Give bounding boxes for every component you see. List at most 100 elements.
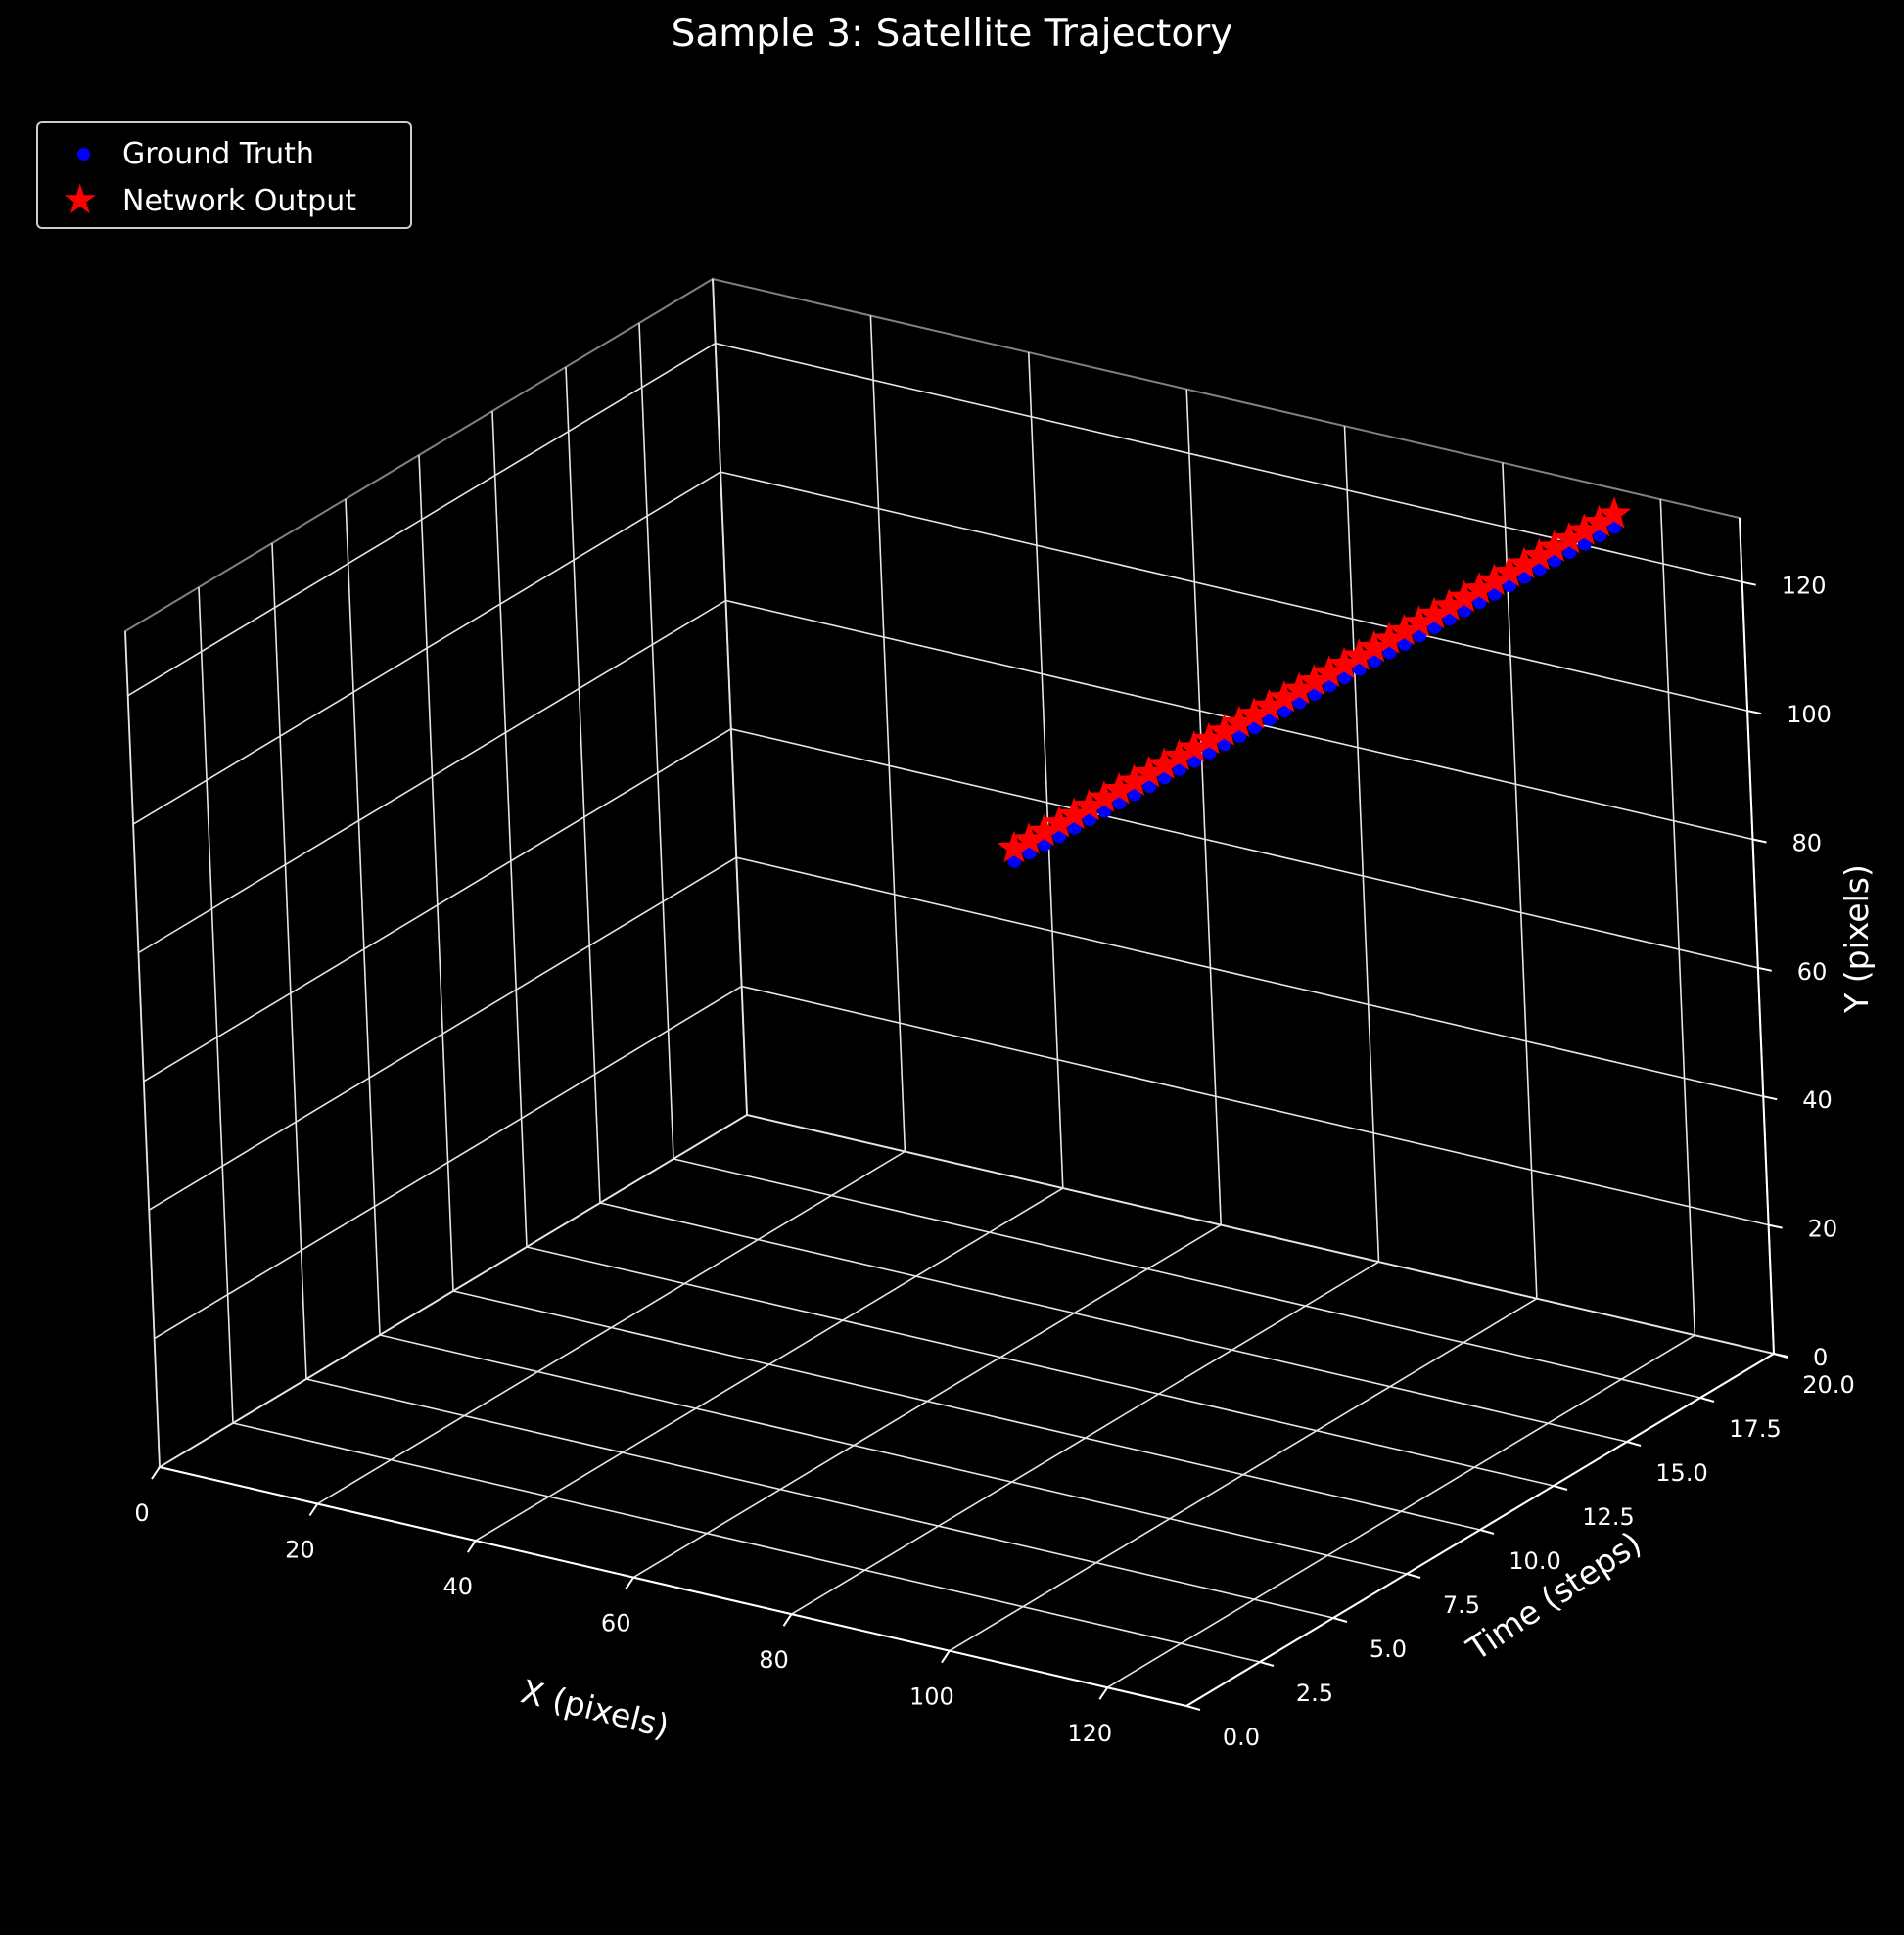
network-output-point — [1057, 797, 1091, 830]
x-tick-mark — [1098, 1686, 1109, 1700]
network-output-point — [1537, 530, 1571, 562]
y-tick-label: 0 — [1813, 1344, 1828, 1371]
grid-line-time-side — [638, 322, 674, 1160]
grid-line-x-back — [1185, 389, 1222, 1225]
time-tick-mark — [1259, 1661, 1275, 1667]
time-tick-label: 7.5 — [1443, 1591, 1480, 1619]
time-tick-label: 20.0 — [1802, 1371, 1854, 1399]
network-output-point — [1477, 563, 1511, 596]
x-tick-label: 0 — [134, 1499, 149, 1527]
grid-line-x-back — [1502, 462, 1538, 1299]
network-output-point — [1222, 705, 1256, 738]
x-tick-label: 20 — [285, 1537, 315, 1564]
network-output-point — [1507, 546, 1542, 578]
grid-line-y-back — [741, 985, 1769, 1226]
network-output-point — [1267, 680, 1301, 713]
network-output-point — [1402, 605, 1436, 637]
network-output-point — [1207, 714, 1241, 746]
x-tick-label: 40 — [443, 1573, 474, 1600]
network-output-point — [1312, 655, 1346, 687]
star-marker-icon: ★ — [62, 175, 99, 223]
time-tick-mark — [1185, 1705, 1201, 1711]
grid-line-time-floor — [599, 1202, 1628, 1443]
x-tick-mark — [782, 1613, 793, 1627]
network-output-point — [1042, 806, 1076, 838]
network-output-point — [1192, 721, 1227, 755]
network-output-point — [1237, 697, 1272, 729]
grid-line-time-floor — [379, 1334, 1408, 1575]
network-output-point — [1522, 537, 1556, 571]
grid-line-x-back — [1659, 499, 1696, 1336]
x-tick-label: 60 — [601, 1610, 631, 1637]
network-output-point — [1252, 688, 1286, 721]
y-tick-mark — [1752, 838, 1767, 844]
grid-line-y-side — [132, 471, 721, 825]
time-tick-label: 12.5 — [1582, 1503, 1634, 1531]
time-tick-mark — [1479, 1529, 1495, 1535]
grid-line-y-side — [154, 985, 743, 1340]
network-output-point — [1416, 596, 1452, 629]
network-output-point — [1087, 780, 1121, 812]
tick-labels: 0 20 40 60 80 100 120 0.0 2.5 5.0 7.5 10.0 12.5 15.0 1… — [134, 573, 1854, 1751]
time-tick-mark — [1626, 1441, 1642, 1447]
grid-line-y-back — [746, 1114, 1775, 1355]
y-tick-mark — [1762, 1095, 1778, 1101]
grid-line-time-floor — [673, 1158, 1701, 1399]
time-axis-label: Time (steps) — [1460, 1524, 1649, 1669]
network-output-point — [1102, 771, 1137, 805]
network-output-point — [1552, 521, 1587, 554]
time-tick-mark — [1699, 1397, 1715, 1403]
time-tick-label: 0.0 — [1223, 1724, 1260, 1751]
x-tick-mark — [941, 1650, 951, 1664]
grid-line-y-side — [148, 856, 737, 1211]
grid-line-time-side — [345, 498, 381, 1336]
network-output-point — [1387, 613, 1421, 646]
network-output-point — [1012, 822, 1046, 854]
grid-line-x-back — [1343, 426, 1380, 1263]
legend-item-network-output: ★ Network Output — [38, 178, 356, 223]
axis-panes — [123, 277, 1777, 1708]
network-output-point — [1117, 763, 1151, 796]
time-tick-label: 5.0 — [1370, 1636, 1407, 1663]
grid-line-time-side — [712, 278, 748, 1116]
network-output-point — [997, 830, 1031, 863]
y-tick-mark — [1741, 580, 1756, 586]
x-tick-mark — [308, 1502, 319, 1517]
x-tick-label: 100 — [909, 1683, 954, 1711]
network-output-point — [1371, 622, 1407, 654]
network-output-point — [1327, 646, 1362, 679]
y-tick-label: 60 — [1797, 958, 1828, 986]
network-output-point — [1132, 755, 1166, 788]
legend-label-network-output: Network Output — [122, 183, 357, 218]
time-tick-label: 17.5 — [1729, 1415, 1781, 1443]
chart-title: Sample 3: Satellite Trajectory — [671, 12, 1233, 56]
time-tick-label: 15.0 — [1655, 1459, 1707, 1487]
grid-line-y-back — [720, 471, 1748, 712]
x-tick-label: 120 — [1067, 1720, 1112, 1747]
grid-line-time-floor — [452, 1290, 1481, 1531]
network-output-point — [1492, 555, 1526, 587]
grid-line-time-side — [418, 454, 454, 1292]
network-output-point — [1177, 730, 1211, 762]
network-output-point — [1462, 572, 1497, 604]
network-output-point — [1432, 588, 1466, 621]
axis-lines — [151, 517, 1788, 1711]
y-axis-label: Y (pixels) — [1837, 864, 1876, 1014]
grid-line-y-back — [736, 856, 1764, 1097]
x-axis-line — [159, 1466, 1187, 1707]
grid-line-x-back — [1028, 352, 1064, 1189]
data-points — [997, 496, 1632, 868]
network-output-point — [1357, 629, 1391, 663]
grid-line-y-side — [127, 343, 717, 697]
y-tick-mark — [1757, 966, 1773, 972]
x-tick-mark — [151, 1466, 161, 1480]
network-output-point — [1297, 664, 1331, 696]
y-tick-label: 100 — [1787, 701, 1832, 728]
network-output-point — [1582, 504, 1616, 537]
network-output-point — [1597, 496, 1632, 529]
x-axis-label: X (pixels) — [517, 1672, 673, 1745]
network-output-point — [1072, 789, 1106, 821]
x-tick-mark — [625, 1577, 635, 1590]
legend-item-ground-truth: Ground Truth — [38, 131, 314, 176]
